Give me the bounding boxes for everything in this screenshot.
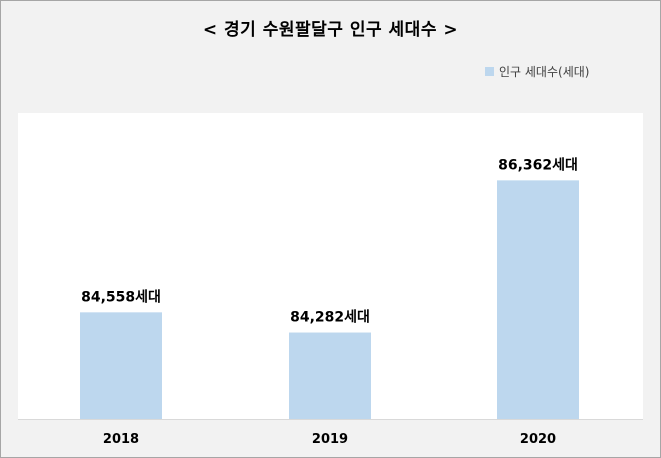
- chart-title: < 경기 수원팔달구 인구 세대수 >: [202, 20, 459, 40]
- bar-2019: [289, 332, 371, 419]
- data-label-2018: 84,558세대: [81, 289, 161, 305]
- x-tick-label-2020: 2020: [520, 432, 556, 447]
- legend-label: 인구 세대수(세대): [499, 65, 590, 79]
- legend-swatch: [485, 67, 494, 76]
- data-label-2020: 86,362세대: [498, 157, 578, 173]
- x-tick-label-2019: 2019: [312, 432, 348, 447]
- x-tick-label-2018: 2018: [103, 432, 139, 447]
- bar-2018: [80, 312, 162, 419]
- data-label-2019: 84,282세대: [290, 310, 370, 326]
- chart-legend: 인구 세대수(세대): [485, 63, 589, 80]
- bar-2020: [497, 180, 579, 419]
